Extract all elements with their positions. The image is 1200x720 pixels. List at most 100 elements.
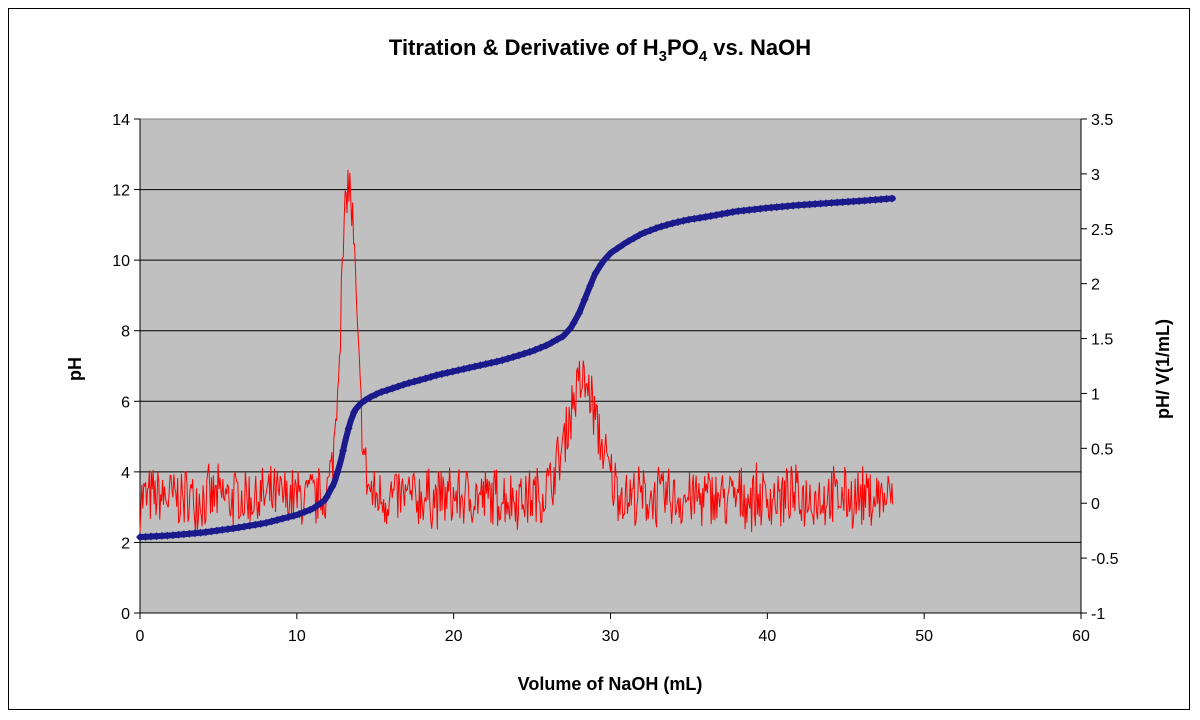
ph-point [256,519,265,528]
y-tick-label: 4 [121,465,130,482]
y2-axis-title: pH/ V(1/mL) [1153,319,1173,419]
ph-point [443,368,452,377]
ph-point [690,214,699,223]
ph-point [855,197,864,206]
ph-point [728,208,737,217]
ph-point [459,364,468,373]
ph-point [684,215,693,224]
ph-point [267,517,276,526]
ph-point [344,424,353,433]
ph-point [339,446,348,455]
ph-point [317,498,326,507]
ph-point [251,520,260,529]
ph-point [136,533,144,542]
ph-point [322,493,331,502]
series-derivative [139,169,894,533]
ph-point [833,198,842,207]
ph-point [207,527,216,536]
ph-point [761,204,770,213]
y2-tick-label: 3.5 [1091,112,1113,129]
y-tick-label: 2 [121,535,130,552]
ph-point [196,528,205,537]
ph-point [712,210,721,219]
ph-point [580,295,589,304]
ph-point [487,358,496,367]
y2-tick-label: 1 [1091,386,1100,403]
y-tick-label: 6 [121,394,130,411]
ph-point [811,199,820,208]
ph-point [564,326,573,335]
ph-point [723,209,732,218]
ph-point [311,502,320,511]
ph-point [448,367,457,376]
ph-point [575,309,584,318]
ph-point [679,216,688,225]
ph-point [366,393,375,402]
y-tick-label: 10 [112,253,130,270]
ph-point [163,531,172,540]
ph-point [201,528,210,537]
ph-point [569,318,578,327]
ph-point [328,482,337,491]
x-tick-label: 30 [602,628,620,645]
y2-tick-label: 1.5 [1091,332,1113,349]
x-tick-label: 20 [445,628,463,645]
ph-point [361,396,370,405]
ph-point [822,199,831,208]
ph-point [245,521,254,530]
ph-point [805,200,814,209]
ph-point [706,211,715,220]
ph-point [701,212,710,221]
ph-point [542,341,551,350]
ph-point [547,338,556,347]
ph-point [816,199,825,208]
x-tick-label: 60 [1072,628,1090,645]
ph-point [190,529,199,538]
x-tick-label: 10 [288,628,306,645]
ph-point [481,360,490,369]
ph-point [778,202,787,211]
ph-point [756,204,765,213]
ph-point [668,219,677,228]
y-tick-label: 14 [112,112,130,129]
ph-point [558,332,567,341]
ph-point [783,202,792,211]
y2-tick-label: -0.5 [1091,551,1119,568]
ph-point [695,213,704,222]
y2-tick-label: -1 [1091,606,1105,623]
ph-point [860,196,869,205]
ph-point [789,201,798,210]
ph-point [223,525,232,534]
ph-point [882,194,891,203]
ph-point [838,198,847,207]
ph-point [157,531,166,540]
ph-point [492,357,501,366]
ph-point [432,371,441,380]
ph-point [454,366,463,375]
ph-point [470,362,479,371]
ph-point [350,408,359,417]
ph-point [877,195,886,204]
y-tick-label: 12 [112,183,130,200]
ph-point [234,523,243,532]
ph-point [794,201,803,210]
ph-point [866,196,875,205]
ph-point [240,522,249,531]
ph-point [273,515,282,524]
ph-point [767,203,776,212]
titration-chart: Titration & Derivative of H3PO4 vs. NaOH… [65,35,1173,694]
ph-point [745,205,754,214]
x-axis: 0 10 20 30 40 50 60 [136,612,1090,645]
ph-point [734,207,743,216]
x-tick-label: 50 [915,628,933,645]
y-axis-title: pH [65,357,85,381]
ph-point [476,361,485,370]
y2-tick-label: 2 [1091,277,1100,294]
ph-point [844,197,853,206]
ph-point [333,467,342,476]
ph-point [306,505,315,514]
ph-point [152,532,161,541]
gridlines [140,189,1081,543]
ph-point [586,281,595,290]
plot-area [139,118,1082,614]
